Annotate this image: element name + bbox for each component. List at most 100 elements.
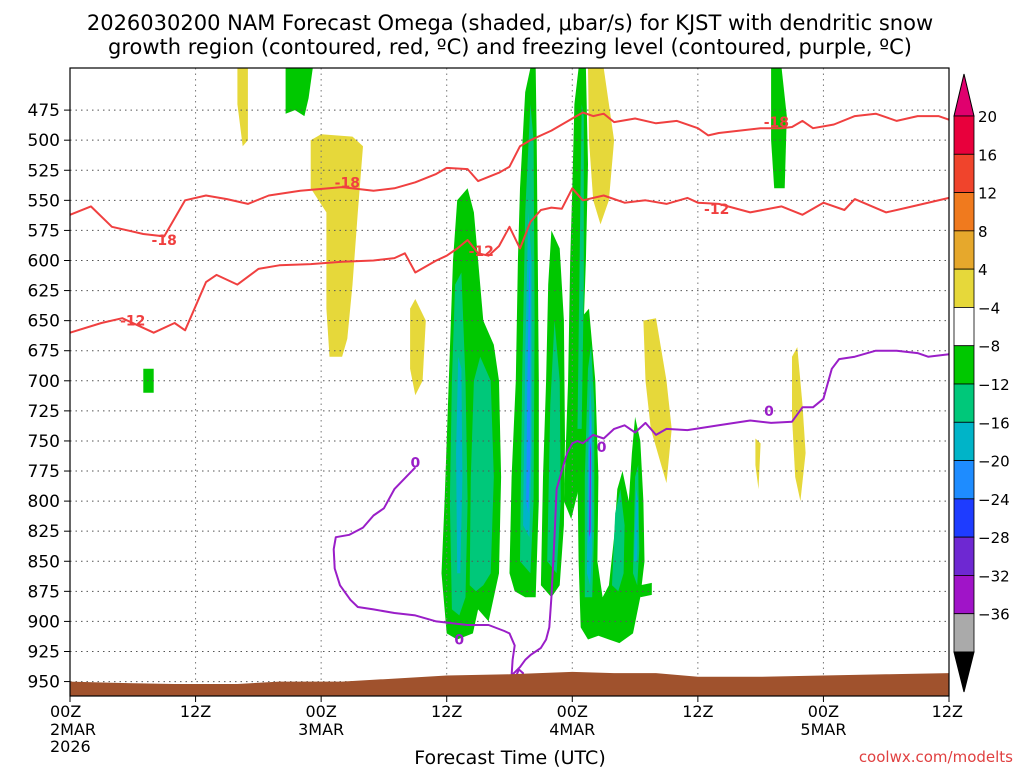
x-tick-label: 12Z	[682, 702, 713, 721]
colorbar-swatch	[953, 268, 975, 308]
colorbar-label: −36	[978, 606, 1010, 624]
colorbar-swatch	[953, 307, 975, 347]
omega-green-region	[285, 68, 313, 117]
omega-blue-region	[526, 260, 531, 514]
y-tick-label: 850	[28, 552, 60, 572]
contour-label-zero: 0	[764, 404, 774, 420]
omega-yellow-region	[643, 318, 672, 484]
colorbar-label: 8	[978, 223, 988, 241]
x-tick-label: 00Z	[50, 702, 81, 721]
contour-label-zero: 0	[410, 456, 420, 472]
colorbar-swatch	[953, 383, 975, 423]
omega-seagreen-region	[547, 320, 561, 574]
colorbar-label: 20	[978, 108, 997, 126]
plot-background	[70, 68, 949, 696]
contour-line-freezing-level	[332, 349, 950, 677]
contour-line-minus-18	[69, 111, 950, 238]
y-tick-label: 950	[28, 673, 60, 693]
y-tick-label: 600	[28, 251, 60, 271]
x-tick-label: 12Z	[431, 702, 462, 721]
omega-yellow-region	[792, 347, 806, 502]
y-tick-label: 525	[28, 161, 60, 181]
x-tick-year-label: 2026	[50, 737, 91, 756]
contour-line-minus-12	[69, 187, 950, 334]
y-tick-label: 500	[28, 131, 60, 151]
y-tick-label: 550	[28, 191, 60, 211]
y-tick-label: 800	[28, 492, 60, 512]
y-tick-label: 675	[28, 342, 60, 362]
colorbar-label: −24	[978, 491, 1010, 509]
colorbar-swatch	[953, 460, 975, 500]
colorbar-top-arrow	[953, 73, 975, 117]
plot-frame	[69, 67, 950, 697]
y-tick-label: 750	[28, 432, 60, 452]
y-tick-label: 900	[28, 612, 60, 632]
terrain-ground	[70, 688, 949, 696]
colorbar-swatch	[953, 613, 975, 653]
x-tick-date-label: 5MAR	[800, 720, 846, 739]
x-tick-label: 12Z	[180, 702, 211, 721]
x-tick-label: 00Z	[305, 702, 336, 721]
y-tick-label: 700	[28, 372, 60, 392]
contour-label-zero: 0	[597, 440, 607, 456]
y-tick-label: 825	[28, 522, 60, 542]
colorbar-swatch	[953, 575, 975, 615]
colorbar-label: −4	[978, 299, 1000, 317]
y-tick-label: 575	[28, 221, 60, 241]
x-tick-date-label: 2MAR	[50, 720, 96, 739]
y-tick-label: 725	[28, 402, 60, 422]
x-tick-label: 00Z	[808, 702, 839, 721]
x-tick-date-label: 3MAR	[298, 720, 344, 739]
omega-seagreen-region	[469, 356, 494, 592]
omega-yellow-region	[588, 68, 615, 225]
colorbar-label: −28	[978, 529, 1010, 547]
omega-yellow-region	[237, 68, 248, 147]
colorbar-swatch	[953, 115, 975, 155]
omega-yellow-region	[310, 134, 363, 357]
colorbar-swatch	[953, 230, 975, 270]
y-tick-label: 875	[28, 582, 60, 602]
contour-label-minus-18: -18	[764, 115, 789, 131]
colorbar-swatch	[953, 192, 975, 232]
colorbar-bottom-arrow	[953, 651, 975, 693]
omega-green-region	[640, 582, 652, 598]
colorbar: 20 16 12 8 4 −4 −8 −12 −16 −20 −24 −28 −32 −36	[953, 73, 1010, 693]
colorbar-label: −12	[978, 376, 1010, 394]
colorbar-label: −20	[978, 453, 1010, 471]
colorbar-label: 12	[978, 185, 997, 203]
x-tick-date-label: 4MAR	[549, 720, 595, 739]
omega-green-region	[577, 308, 645, 644]
y-tick-label: 475	[28, 101, 60, 121]
colorbar-swatch	[953, 153, 975, 193]
colorbar-swatch	[953, 536, 975, 576]
contour-label-zero: 0	[454, 632, 464, 648]
y-tick-label: 625	[28, 282, 60, 302]
colorbar-label: 16	[978, 146, 997, 164]
colorbar-swatch	[953, 421, 975, 461]
omega-cyan-region	[634, 489, 639, 562]
chart-title-line1: 2026030200 NAM Forecast Omega (shaded, μ…	[87, 11, 933, 35]
watermark: coolwx.com/modelts	[859, 748, 1013, 766]
x-tick-label: 00Z	[557, 702, 588, 721]
colorbar-label: 4	[978, 261, 988, 279]
y-tick-label: 650	[28, 312, 60, 332]
contour-label-minus-12: -12	[704, 202, 729, 218]
y-tick-label: 775	[28, 462, 60, 482]
omega-yellow-region	[755, 438, 761, 490]
chart-title-line2: growth region (contoured, red, ºC) and f…	[108, 35, 912, 59]
omega-purple-region	[589, 441, 591, 538]
colorbar-label: −8	[978, 338, 1000, 356]
omega-seagreen-region	[577, 104, 584, 429]
colorbar-label: −16	[978, 414, 1010, 432]
colorbar-swatch	[953, 498, 975, 538]
contour-label-minus-12: -12	[469, 244, 494, 260]
omega-seagreen-region	[612, 489, 625, 592]
colorbar-label: −32	[978, 567, 1010, 585]
x-tick-label: 12Z	[932, 702, 963, 721]
contour-label-minus-12: -12	[120, 314, 145, 330]
y-tick-label: 925	[28, 642, 60, 662]
x-axis-title: Forecast Time (UTC)	[414, 747, 605, 768]
contour-label-minus-18: -18	[152, 233, 177, 249]
colorbar-swatch	[953, 345, 975, 385]
